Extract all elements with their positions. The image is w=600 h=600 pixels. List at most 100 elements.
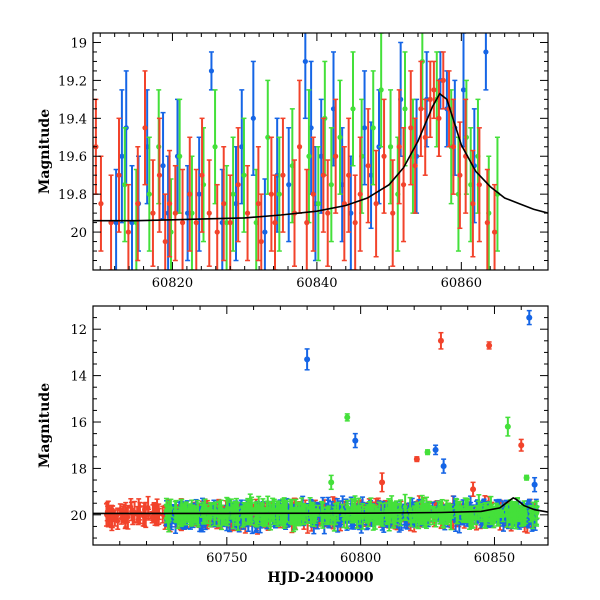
data-point-green <box>249 496 255 523</box>
data-point-red <box>142 70 148 186</box>
data-point-red <box>373 149 379 258</box>
data-point-red <box>150 159 156 267</box>
data-point-blue <box>208 51 215 91</box>
data-point-blue <box>262 178 268 270</box>
data-point-green <box>224 164 230 270</box>
data-point-blue <box>432 444 439 456</box>
data-point-red <box>379 472 386 493</box>
plot-area <box>93 309 548 535</box>
y-tick-label: 19 <box>70 36 87 51</box>
data-point-red <box>206 159 212 267</box>
data-point-green <box>370 70 376 186</box>
data-point-red <box>108 174 114 270</box>
y-tick-label: 19.8 <box>58 188 87 203</box>
data-point-green <box>518 507 524 527</box>
x-axis-label: HJD-2400000 <box>267 570 374 586</box>
model-curve <box>93 92 548 222</box>
data-point-green <box>523 474 530 481</box>
data-point-green <box>337 79 343 195</box>
data-point-red <box>214 183 220 270</box>
data-point-green <box>512 506 518 521</box>
data-point-green <box>122 127 128 243</box>
data-point-blue <box>361 70 368 186</box>
data-point-green <box>478 504 484 523</box>
data-point-red <box>346 117 352 233</box>
data-point-green <box>228 501 234 518</box>
data-point-red <box>412 117 418 214</box>
data-point-green <box>447 505 453 524</box>
data-point-red <box>109 505 115 529</box>
data-point-red <box>135 146 141 262</box>
data-point-red <box>476 127 482 243</box>
model-curve <box>93 496 548 515</box>
data-point-green <box>464 508 470 521</box>
data-point-red <box>470 149 476 258</box>
y-axis-label: Magnitude <box>37 383 53 468</box>
x-tick-label: 60860 <box>441 276 482 291</box>
data-point-red <box>135 514 141 526</box>
data-point-green <box>315 504 321 517</box>
data-point-red <box>162 193 168 270</box>
data-point-red <box>166 149 173 258</box>
data-point-red <box>390 159 396 267</box>
data-point-red <box>422 98 428 176</box>
y-tick-label: 19.6 <box>58 150 87 165</box>
data-point-green <box>265 509 271 522</box>
data-point-blue <box>526 309 533 326</box>
data-point-green <box>328 127 334 243</box>
data-point-blue <box>119 89 125 224</box>
data-point-green <box>202 498 208 524</box>
data-point-green <box>172 500 178 522</box>
y-tick-label: 18 <box>70 462 87 477</box>
x-tick-label: 60820 <box>152 276 193 291</box>
x-tick-label: 60850 <box>474 551 515 566</box>
data-point-red <box>437 331 444 350</box>
data-point-green <box>378 511 384 526</box>
data-point-red <box>122 510 128 524</box>
data-point-green <box>344 413 351 422</box>
data-point-blue <box>440 458 447 474</box>
data-point-red <box>125 183 131 270</box>
data-point-red <box>486 341 493 350</box>
data-point-green <box>495 505 501 527</box>
data-point-blue <box>368 121 374 230</box>
y-tick-label: 16 <box>70 416 87 431</box>
data-point-red <box>365 108 371 224</box>
data-point-green <box>331 506 337 532</box>
data-point-green <box>498 506 504 518</box>
data-point-green <box>390 501 396 529</box>
data-point-green <box>402 493 408 521</box>
data-point-red <box>450 98 456 195</box>
data-point-red <box>244 164 251 262</box>
data-point-red <box>408 70 414 186</box>
data-point-red <box>320 117 326 233</box>
data-point-red <box>296 79 303 214</box>
data-point-green <box>222 508 228 526</box>
data-point-red <box>116 117 122 233</box>
data-point-green <box>146 136 152 252</box>
data-point-blue <box>531 476 538 493</box>
data-point-red <box>484 168 490 270</box>
top-panel-zoomed-light-curve: 60820 60840 60860 19 19.2 19.4 19.6 19.8 20 Magni… <box>37 32 549 291</box>
data-point-red <box>431 60 437 120</box>
data-point-green <box>268 503 274 531</box>
y-tick-label: 19.4 <box>58 112 87 127</box>
data-point-blue <box>113 168 119 270</box>
data-point-blue <box>483 33 489 91</box>
plot-area <box>93 33 548 270</box>
data-point-green <box>178 506 184 528</box>
data-point-red <box>156 117 163 233</box>
x-tick-label: 60840 <box>296 276 337 291</box>
data-point-red <box>381 98 387 214</box>
data-point-red <box>221 146 227 262</box>
data-point-green <box>372 506 378 530</box>
data-point-green <box>508 501 514 529</box>
data-point-red <box>255 146 261 262</box>
data-point-red <box>418 60 424 157</box>
data-point-blue <box>196 136 202 252</box>
data-point-green <box>528 510 534 523</box>
y-tick-label: 14 <box>70 370 87 385</box>
y-axis-label: Magnitude <box>37 109 53 194</box>
data-point-red <box>333 98 339 214</box>
data-point-red <box>427 60 433 139</box>
